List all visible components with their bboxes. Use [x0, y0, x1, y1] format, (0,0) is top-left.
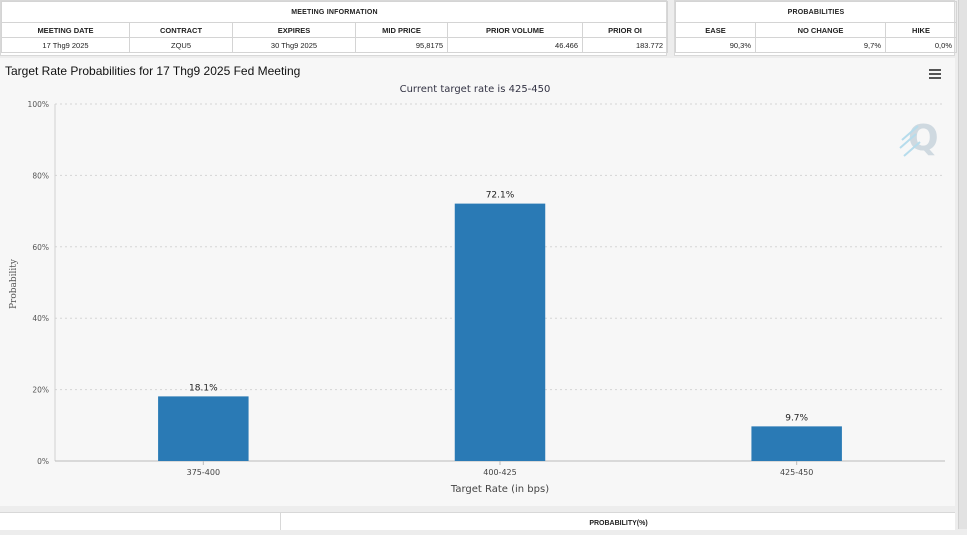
q-logo: Q — [899, 118, 939, 159]
svg-text:Q: Q — [908, 118, 939, 159]
x-tick-label: 375-400 — [187, 468, 220, 477]
data-label: 9.7% — [785, 413, 808, 423]
col-mid-price[interactable]: MID PRICE — [355, 22, 448, 38]
expires-cell: 30 Thg9 2025 — [232, 37, 356, 53]
chart-container: Target Rate Probabilities for 17 Thg9 20… — [0, 58, 955, 506]
y-tick-label: 60% — [32, 243, 49, 252]
table-row: 90,3% 9,7% 0,0% — [675, 37, 957, 53]
col-expires[interactable]: EXPIRES — [232, 22, 356, 38]
bar-375-400[interactable] — [158, 396, 249, 461]
y-tick-label: 40% — [32, 314, 49, 323]
prior-volume-cell: 46.466 — [447, 37, 583, 53]
x-tick-label: 425-450 — [780, 468, 813, 477]
hike-cell: 0,0% — [885, 37, 957, 53]
prior-oi-cell: 183.772 — [581, 37, 669, 53]
bar-400-425[interactable] — [454, 203, 546, 461]
col-meeting-date[interactable]: MEETING DATE — [1, 22, 130, 38]
contract-cell: ZQU5 — [129, 37, 233, 53]
col-hike[interactable]: HIKE — [885, 22, 957, 38]
col-prior-oi[interactable]: PRIOR OI — [581, 22, 669, 38]
y-tick-label: 20% — [32, 386, 49, 395]
bar-425-450[interactable] — [751, 426, 842, 461]
ease-cell: 90,3% — [675, 37, 756, 53]
y-tick-label: 80% — [32, 171, 49, 180]
bar-chart: Current target rate is 425-450 0% 20% 40% 6… — [9, 84, 945, 495]
menu-icon[interactable] — [929, 69, 941, 79]
probabilities-header: PROBABILITIES — [675, 1, 957, 23]
chart-title: Target Rate Probabilities for 17 Thg9 20… — [5, 64, 301, 78]
meeting-date-cell: 17 Thg9 2025 — [1, 37, 130, 53]
probability-header: PROBABILITY(%) — [280, 513, 956, 530]
x-tick-label: 400-425 — [483, 468, 516, 477]
chart-subtitle: Current target rate is 425-450 — [400, 84, 551, 95]
probabilities-panel: PROBABILITIES EASE NO CHANGE HIKE 90,3% … — [674, 0, 957, 56]
data-label: 18.1% — [189, 383, 218, 393]
col-ease[interactable]: EASE — [675, 22, 756, 38]
meeting-info-header: MEETING INFORMATION — [0, 1, 669, 23]
meeting-info-table: MEETING INFORMATION MEETING DATE CONTRAC… — [0, 1, 669, 53]
probability-table-panel: PROBABILITY(%) — [0, 512, 955, 530]
y-axis-label: Probability — [9, 258, 19, 309]
y-tick-label: 100% — [28, 100, 49, 109]
y-tick-label: 0% — [37, 457, 49, 466]
table-row: 17 Thg9 2025 ZQU5 30 Thg9 2025 95,8175 4… — [1, 37, 669, 53]
col-prior-volume[interactable]: PRIOR VOLUME — [447, 22, 583, 38]
meeting-info-panel: MEETING INFORMATION MEETING DATE CONTRAC… — [0, 0, 669, 56]
probabilities-table: PROBABILITIES EASE NO CHANGE HIKE 90,3% … — [675, 1, 957, 53]
vertical-scrollbar[interactable] — [958, 0, 967, 529]
col-no-change[interactable]: NO CHANGE — [755, 22, 886, 38]
mid-price-cell: 95,8175 — [355, 37, 448, 53]
x-axis-label: Target Rate (in bps) — [450, 484, 549, 495]
no-change-cell: 9,7% — [755, 37, 886, 53]
col-contract[interactable]: CONTRACT — [129, 22, 233, 38]
data-label: 72.1% — [486, 191, 515, 201]
